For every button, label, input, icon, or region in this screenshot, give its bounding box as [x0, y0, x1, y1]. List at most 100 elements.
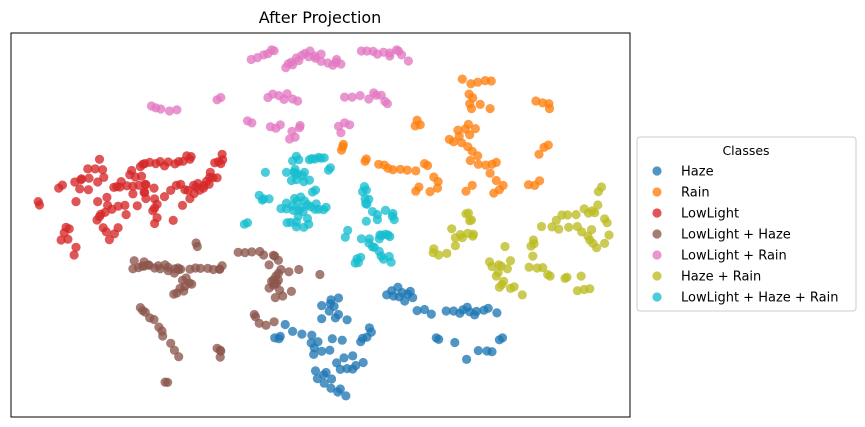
data-point — [264, 194, 274, 204]
data-point — [414, 182, 424, 192]
data-point — [380, 205, 391, 215]
data-point — [348, 351, 358, 361]
data-point — [562, 272, 572, 282]
legend-item-rain: Rain — [652, 186, 710, 201]
data-point — [360, 156, 370, 166]
data-point — [397, 50, 407, 60]
data-point — [333, 309, 344, 320]
data-point — [215, 264, 225, 274]
legend-items: Haze Rain LowLight LowLight + Haze LowLight … — [652, 165, 839, 306]
data-point — [321, 202, 331, 212]
data-point — [528, 251, 538, 261]
data-point — [592, 243, 602, 253]
data-point — [316, 49, 326, 59]
data-point — [572, 221, 583, 232]
data-point — [297, 170, 308, 181]
data-point — [587, 206, 597, 216]
data-point — [281, 167, 292, 177]
data-point — [291, 222, 301, 232]
data-point — [352, 254, 362, 264]
data-point — [327, 374, 337, 384]
data-point — [137, 261, 147, 271]
data-point — [319, 153, 329, 163]
data-point — [323, 165, 334, 175]
data-point — [304, 155, 314, 165]
data-point — [156, 104, 166, 114]
data-point — [389, 215, 399, 225]
data-point — [268, 250, 279, 260]
data-point — [168, 215, 178, 225]
legend-marker — [652, 166, 662, 176]
data-point — [544, 104, 555, 114]
data-point — [457, 233, 467, 243]
data-point — [61, 222, 71, 232]
data-point — [432, 183, 443, 193]
data-point — [216, 92, 226, 103]
data-point — [538, 263, 548, 273]
series-lowlight-haze-rain — [239, 151, 399, 268]
data-point — [564, 222, 574, 232]
data-point — [33, 197, 43, 207]
chart-title: After Projection — [259, 8, 382, 27]
data-point — [491, 271, 501, 281]
data-point — [204, 179, 214, 189]
data-point — [585, 284, 595, 294]
data-point — [356, 234, 366, 244]
data-point — [343, 225, 353, 235]
data-point — [93, 197, 103, 207]
data-point — [177, 275, 188, 285]
data-point — [130, 172, 140, 182]
data-point — [205, 167, 215, 177]
data-point — [333, 121, 344, 131]
data-point — [355, 91, 365, 101]
data-point — [140, 179, 150, 189]
data-point — [69, 250, 79, 260]
data-point — [307, 330, 317, 340]
data-point — [261, 320, 271, 330]
data-point — [288, 201, 298, 211]
data-point — [543, 140, 553, 150]
data-point — [116, 177, 126, 187]
data-point — [159, 192, 170, 202]
legend-label: LowLight + Haze — [681, 228, 791, 243]
data-point — [340, 232, 350, 242]
data-point — [491, 157, 501, 167]
data-point — [411, 166, 421, 176]
legend-item-lowlight-rain: LowLight + Rain — [652, 249, 787, 264]
data-point — [247, 247, 257, 257]
data-point — [534, 149, 544, 159]
data-point — [84, 173, 94, 183]
data-point — [270, 333, 280, 343]
data-point — [482, 346, 492, 356]
data-point — [121, 210, 131, 220]
data-point — [113, 201, 123, 211]
data-point — [450, 233, 460, 243]
data-point — [426, 309, 436, 319]
data-point — [604, 230, 614, 240]
data-point — [281, 63, 291, 73]
data-point — [290, 168, 300, 178]
data-point — [471, 306, 482, 316]
data-point — [545, 271, 555, 281]
data-point — [403, 56, 413, 66]
data-point — [148, 206, 158, 216]
data-point — [302, 213, 313, 224]
legend-marker — [652, 271, 662, 281]
data-point — [83, 164, 93, 174]
data-point — [372, 49, 382, 59]
data-point — [465, 216, 475, 226]
data-point — [576, 271, 586, 281]
series-lowlight-haze — [128, 238, 325, 387]
data-point — [467, 180, 477, 190]
data-point — [71, 197, 81, 207]
data-point — [375, 230, 385, 240]
data-point — [280, 319, 290, 330]
data-point — [177, 200, 188, 210]
data-point — [321, 367, 331, 378]
data-point — [364, 234, 374, 244]
data-point — [278, 291, 288, 301]
data-point — [56, 235, 66, 245]
data-point — [562, 210, 573, 220]
data-point — [101, 227, 111, 237]
data-point — [419, 304, 430, 315]
